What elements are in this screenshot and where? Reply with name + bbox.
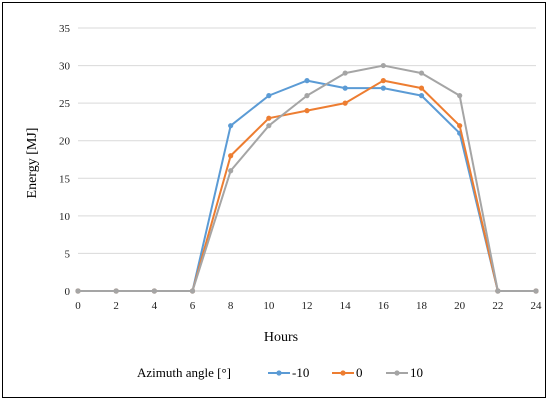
data-point xyxy=(75,288,81,294)
series-10 xyxy=(75,62,539,294)
data-point xyxy=(266,123,272,129)
y-tick-label: 0 xyxy=(65,286,71,298)
chart-frame xyxy=(2,2,546,398)
legend-swatch-marker xyxy=(394,370,400,376)
data-point xyxy=(304,78,310,84)
x-tick-label: 18 xyxy=(416,300,428,312)
series-group xyxy=(75,62,539,294)
data-point xyxy=(228,123,234,129)
x-tick-label: 4 xyxy=(152,300,158,312)
data-point xyxy=(266,115,272,121)
x-tick-label: 8 xyxy=(228,300,234,312)
data-point xyxy=(457,93,463,99)
legend: Azimuth angle [°] -10 0 10 xyxy=(137,365,423,380)
legend-label: 10 xyxy=(410,365,423,380)
data-point xyxy=(380,85,386,91)
y-tick-labels: 0 5 10 15 20 25 30 35 xyxy=(59,23,71,298)
x-axis-label: Hours xyxy=(264,330,298,345)
data-point xyxy=(457,123,463,129)
x-tick-label: 16 xyxy=(378,300,390,312)
y-tick-label: 30 xyxy=(59,61,71,73)
series-0 xyxy=(75,78,539,294)
x-tick-label: 2 xyxy=(113,300,119,312)
x-tick-label: 10 xyxy=(263,300,275,312)
y-tick-label: 20 xyxy=(59,136,71,148)
legend-item--10: -10 xyxy=(268,365,309,380)
data-point xyxy=(533,288,539,294)
y-tick-label: 35 xyxy=(59,23,71,35)
x-tick-label: 20 xyxy=(454,300,466,312)
data-point xyxy=(418,85,425,91)
legend-item-0: 0 xyxy=(332,365,363,380)
data-point xyxy=(418,93,425,99)
data-point xyxy=(189,288,196,294)
data-point xyxy=(304,108,310,114)
data-point xyxy=(266,93,272,99)
legend-title: Azimuth angle [°] xyxy=(137,365,231,380)
legend-swatch-marker xyxy=(276,370,282,376)
data-point xyxy=(342,85,348,91)
x-tick-label: 22 xyxy=(492,300,503,312)
data-point xyxy=(113,288,119,294)
data-point xyxy=(342,100,348,106)
y-axis-label: Energy [MJ] xyxy=(25,128,40,199)
data-point xyxy=(342,70,348,76)
x-tick-label: 12 xyxy=(302,300,313,312)
y-tick-label: 5 xyxy=(65,248,71,260)
legend-item-10: 10 xyxy=(386,365,423,380)
data-point xyxy=(418,70,425,76)
x-tick-label: 0 xyxy=(75,300,81,312)
data-point xyxy=(380,62,386,69)
y-tick-label: 15 xyxy=(59,173,71,185)
y-tick-label: 10 xyxy=(59,211,71,223)
data-point xyxy=(151,288,157,294)
data-point xyxy=(228,153,234,159)
x-tick-label: 14 xyxy=(340,300,352,312)
data-point xyxy=(228,168,234,174)
x-tick-labels: 0 2 4 6 8 10 12 14 16 18 20 22 24 xyxy=(75,300,542,312)
legend-label: 0 xyxy=(356,365,363,380)
data-point xyxy=(304,93,310,99)
x-tick-label: 6 xyxy=(190,300,196,312)
data-point xyxy=(495,288,501,294)
x-tick-label: 24 xyxy=(531,300,543,312)
data-point xyxy=(380,78,386,84)
y-tick-label: 25 xyxy=(59,98,71,110)
legend-swatch-marker xyxy=(340,370,346,376)
legend-label: -10 xyxy=(292,365,309,380)
